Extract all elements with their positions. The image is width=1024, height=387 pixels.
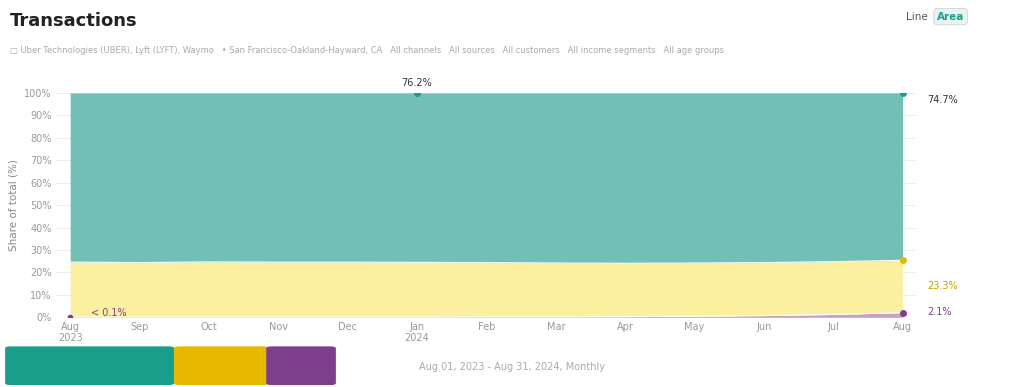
Text: < 0.1%: < 0.1% bbox=[91, 308, 127, 318]
Text: 2.1%: 2.1% bbox=[927, 307, 951, 317]
Text: Transactions: Transactions bbox=[10, 12, 138, 30]
Text: □ Uber Technologies (UBER), Lyft (LYFT), Waymo   • San Francisco-Oakland-Hayward: □ Uber Technologies (UBER), Lyft (LYFT),… bbox=[10, 46, 724, 55]
Y-axis label: Share of total (%): Share of total (%) bbox=[8, 159, 18, 251]
Text: 74.7%: 74.7% bbox=[927, 94, 957, 104]
Text: ② Lyft (LYFT): ② Lyft (LYFT) bbox=[185, 361, 255, 371]
Text: Aug 01, 2023 - Aug 31, 2024, Monthly: Aug 01, 2023 - Aug 31, 2024, Monthly bbox=[419, 361, 605, 372]
Text: 76.2%: 76.2% bbox=[401, 79, 432, 88]
Text: Waymo: Waymo bbox=[278, 361, 317, 371]
Text: 23.3%: 23.3% bbox=[927, 281, 957, 291]
Text: Area: Area bbox=[937, 12, 965, 22]
Text: ① Uber Technologies (UBER): ① Uber Technologies (UBER) bbox=[18, 361, 173, 371]
Text: Line: Line bbox=[906, 12, 928, 22]
